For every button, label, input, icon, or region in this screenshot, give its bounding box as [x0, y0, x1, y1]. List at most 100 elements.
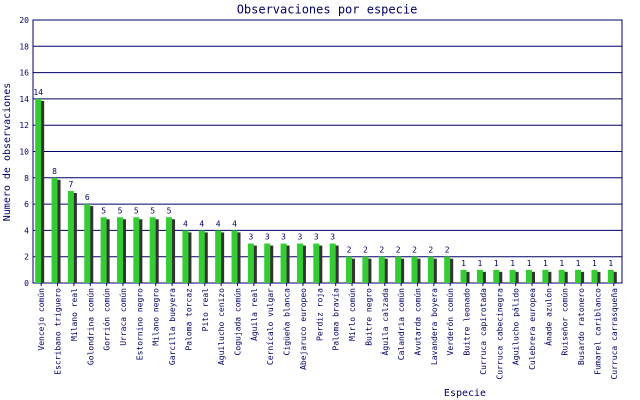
x-axis-label: Especie — [444, 388, 486, 399]
bar — [280, 243, 287, 283]
value-label: 1 — [510, 259, 515, 268]
x-tick-label: Golondrina común — [86, 288, 95, 365]
x-tick-label: Gorrión común — [102, 288, 112, 351]
x-tick-label: Curruca carrasqueña — [610, 288, 619, 380]
x-tick-label: Ruiseñor común — [561, 288, 570, 356]
value-label: 3 — [314, 233, 319, 242]
y-tick-label: 10 — [19, 148, 29, 157]
value-label: 4 — [232, 219, 237, 228]
bar — [526, 269, 533, 283]
x-tick-label: Cernícalo vulgar — [266, 288, 275, 365]
bar — [362, 256, 369, 283]
x-tick-label: Fumarel cariblanco — [593, 288, 602, 375]
value-label: 2 — [445, 246, 450, 255]
value-label: 14 — [33, 88, 43, 97]
y-tick-label: 4 — [24, 226, 29, 235]
value-label: 8 — [52, 167, 57, 176]
value-label: 2 — [363, 246, 368, 255]
bar — [509, 269, 516, 283]
bar — [444, 256, 451, 283]
value-label: 4 — [183, 219, 188, 228]
y-tick-label: 12 — [19, 121, 29, 130]
bar — [264, 243, 271, 283]
bar — [116, 217, 123, 283]
bar — [198, 230, 205, 283]
y-tick-label: 20 — [19, 16, 29, 25]
bar — [247, 243, 254, 283]
bar — [591, 269, 598, 283]
value-label: 3 — [281, 233, 286, 242]
value-label: 5 — [118, 206, 123, 215]
x-tick-label: Milano real — [70, 288, 79, 341]
x-tick-label: Cigüeña blanca — [283, 288, 292, 356]
bar — [182, 230, 189, 283]
x-tick-label: Buitre leonado — [463, 288, 472, 356]
bar — [67, 190, 74, 283]
x-tick-label: Busardo ratonero — [577, 288, 586, 365]
x-tick-label: Curruca capirotada — [479, 288, 488, 375]
y-tick-label: 2 — [24, 253, 29, 262]
value-label: 5 — [101, 206, 106, 215]
value-label: 1 — [576, 259, 581, 268]
x-tick-label: Culebrera europea — [528, 288, 537, 370]
x-tick-label: Milano negro — [152, 288, 161, 346]
bar — [575, 269, 582, 283]
bar — [231, 230, 238, 283]
bar — [493, 269, 500, 283]
value-label: 1 — [527, 259, 532, 268]
x-tick-label: Aguilucho pálido — [512, 288, 521, 365]
bar — [395, 256, 402, 283]
y-tick-label: 8 — [24, 174, 29, 183]
x-tick-label: Águila calzada — [379, 288, 390, 356]
value-label: 1 — [461, 259, 466, 268]
bar — [215, 230, 222, 283]
value-label: 2 — [347, 246, 352, 255]
x-tick-label: Mirlo común — [348, 288, 357, 341]
x-tick-label: Avutarda común — [413, 288, 422, 356]
value-label: 1 — [559, 259, 564, 268]
y-tick-label: 18 — [19, 42, 29, 51]
value-label: 1 — [494, 259, 499, 268]
value-label: 3 — [298, 233, 303, 242]
bar — [476, 269, 483, 283]
bar — [378, 256, 385, 283]
y-tick-label: 0 — [24, 279, 29, 288]
bar — [100, 217, 107, 283]
bar — [133, 217, 140, 283]
x-tick-label: Pito real — [201, 288, 210, 332]
bar — [84, 204, 91, 283]
y-tick-label: 14 — [19, 95, 29, 104]
value-label: 5 — [134, 206, 139, 215]
x-tick-label: Buitre negro — [364, 288, 373, 346]
bar — [51, 177, 58, 283]
x-tick-label: Paloma bravía — [332, 288, 341, 351]
value-label: 5 — [167, 206, 172, 215]
value-label: 2 — [379, 246, 384, 255]
bar — [35, 98, 42, 284]
x-tick-label: Urraca común — [119, 288, 128, 346]
value-label: 3 — [265, 233, 270, 242]
x-tick-label: Garcilla bueyera — [168, 288, 177, 365]
x-tick-label: Abejaruco europeo — [299, 288, 308, 370]
bar — [542, 269, 549, 283]
bar — [558, 269, 565, 283]
value-label: 2 — [412, 246, 417, 255]
bar — [166, 217, 173, 283]
bar — [149, 217, 156, 283]
bar — [329, 243, 336, 283]
x-tick-label: Calandria común — [397, 288, 406, 360]
x-tick-label: Águila real — [248, 288, 259, 341]
x-tick-label: Ánade azulón — [542, 288, 553, 346]
y-tick-label: 6 — [24, 200, 29, 209]
bar — [346, 256, 353, 283]
x-tick-label: Aguilucho cenizo — [217, 288, 226, 365]
y-axis-label: Numero de observaciones — [2, 83, 13, 221]
x-tick-label: Verderón común — [445, 288, 455, 356]
bar — [460, 269, 467, 283]
x-tick-label: Paloma torcaz — [184, 288, 193, 351]
value-label: 4 — [199, 219, 204, 228]
bar — [296, 243, 303, 283]
value-label: 2 — [428, 246, 433, 255]
